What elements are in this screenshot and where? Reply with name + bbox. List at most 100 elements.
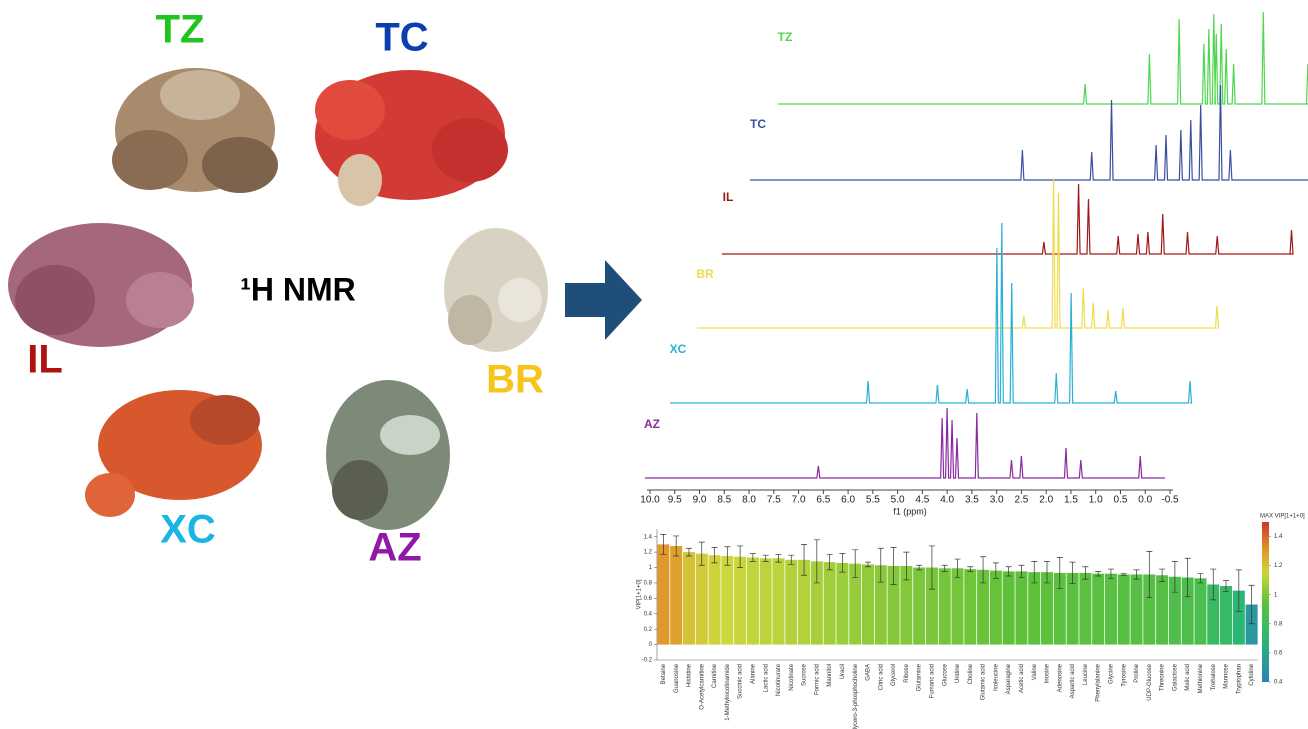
error-bar xyxy=(1159,568,1166,582)
bar xyxy=(708,555,721,645)
bar xyxy=(721,555,734,645)
error-bar xyxy=(1248,584,1255,625)
bar xyxy=(1232,590,1245,645)
x-tick-label: Adenosine xyxy=(1057,663,1063,692)
bar xyxy=(1130,574,1143,645)
x-tick-label: Carnitine xyxy=(712,663,718,688)
photo-tc xyxy=(315,70,508,206)
error-bar xyxy=(1133,569,1140,580)
error-bar xyxy=(724,546,731,566)
bar xyxy=(785,559,798,645)
photo-il xyxy=(8,223,194,347)
colorbar-tick-label: 1.4 xyxy=(1274,534,1283,540)
x-tick-label: Uridine xyxy=(955,663,961,683)
bar xyxy=(951,568,964,645)
bar xyxy=(836,562,849,645)
bar xyxy=(887,565,900,645)
x-tick-label: Tryptophan xyxy=(1236,664,1242,694)
y-tick-label: 0.8 xyxy=(644,581,653,587)
error-bar xyxy=(1210,568,1217,601)
x-tick-label: 1-Methylnicotinamide xyxy=(725,663,731,720)
bar xyxy=(1194,578,1207,645)
error-bar xyxy=(1005,566,1012,577)
bar xyxy=(989,570,1002,645)
error-bar xyxy=(980,556,987,584)
x-tick-label: 5.0 xyxy=(891,495,905,506)
bar xyxy=(977,569,990,645)
error-bar xyxy=(1056,557,1063,589)
error-bar xyxy=(698,541,705,566)
sample-label: IL xyxy=(27,338,63,382)
error-bar xyxy=(762,554,769,562)
x-tick-label: Leucine xyxy=(1083,663,1089,685)
bar xyxy=(823,562,836,645)
error-bar xyxy=(1031,561,1038,584)
x-tick-label: 6.5 xyxy=(816,495,830,506)
x-tick-label: Glycero-3-phosphocholine xyxy=(853,663,859,729)
spectrum xyxy=(722,183,1294,255)
x-tick-label: 6.0 xyxy=(841,495,855,506)
error-bar xyxy=(864,561,871,568)
x-tick-label: 8.5 xyxy=(717,495,731,506)
x-tick-label: Glucose xyxy=(942,663,948,686)
x-tick-label: Citric acid xyxy=(878,664,884,690)
error-bar xyxy=(813,539,820,584)
bar xyxy=(1092,573,1105,645)
sample-label: AZ xyxy=(368,526,421,570)
x-tick-label: Histidine xyxy=(687,663,693,687)
x-tick-label: Glutamine xyxy=(917,663,923,691)
sample-label: XC xyxy=(160,508,216,552)
x-tick-label: 3.5 xyxy=(965,495,979,506)
colorbar-tick-label: 1 xyxy=(1274,592,1278,598)
bar xyxy=(682,552,695,645)
bar xyxy=(734,556,747,645)
error-bar xyxy=(1107,568,1114,579)
y-tick-label: 1 xyxy=(649,565,653,571)
colorbar-tick-label: 0.6 xyxy=(1274,650,1283,656)
photo-az xyxy=(326,380,450,530)
error-bar xyxy=(1146,550,1153,598)
spectrum xyxy=(645,407,1165,479)
error-bar xyxy=(1120,573,1127,576)
x-tick-label: 9.0 xyxy=(693,495,707,506)
x-tick-label: 5.5 xyxy=(866,495,880,506)
x-tick-label: Isoleucine xyxy=(993,663,999,691)
y-tick-label: -0.2 xyxy=(642,658,653,664)
x-tick-label: Glycerol xyxy=(891,664,897,686)
bar xyxy=(657,544,670,645)
error-bar xyxy=(877,547,884,583)
bar xyxy=(1156,575,1169,645)
bar xyxy=(746,557,759,645)
error-bar xyxy=(1082,566,1089,580)
spectrum-label: XC xyxy=(670,342,687,356)
x-tick-label: Nicotinurate xyxy=(776,663,782,696)
x-tick-label: 1.0 xyxy=(1089,495,1103,506)
photo-br xyxy=(444,228,548,352)
bar xyxy=(1220,586,1233,645)
sample-label: TC xyxy=(375,16,428,60)
x-tick-label: Glycine xyxy=(1109,663,1115,684)
photo-tz xyxy=(112,68,278,193)
error-bar xyxy=(928,545,935,590)
x-tick-label: Formic acid xyxy=(814,664,820,695)
colorbar-title: MAX VIP[1+1+0] xyxy=(1260,514,1305,520)
x-tick-label: 10.0 xyxy=(640,495,660,506)
spectrum-label: IL xyxy=(723,190,734,204)
error-bar xyxy=(890,547,897,585)
photo-xc xyxy=(85,390,262,517)
y-tick-label: 0.2 xyxy=(644,627,653,633)
y-tick-label: 0 xyxy=(649,642,653,648)
error-bar xyxy=(788,554,795,565)
error-bar xyxy=(1171,561,1178,593)
x-tick-label: -0.5 xyxy=(1161,495,1179,506)
x-tick-label: Inosine xyxy=(1045,663,1051,683)
spectrum xyxy=(750,84,1308,181)
x-tick-label: Betaine xyxy=(661,663,667,684)
bar xyxy=(670,545,683,645)
x-tick-label: 3.0 xyxy=(990,495,1004,506)
x-tick-label: Threonine xyxy=(1160,663,1166,691)
x-tick-label: 8.0 xyxy=(742,495,756,506)
arrow xyxy=(565,260,642,340)
error-bar xyxy=(967,566,974,572)
x-tick-label: Methionine xyxy=(1198,663,1204,693)
